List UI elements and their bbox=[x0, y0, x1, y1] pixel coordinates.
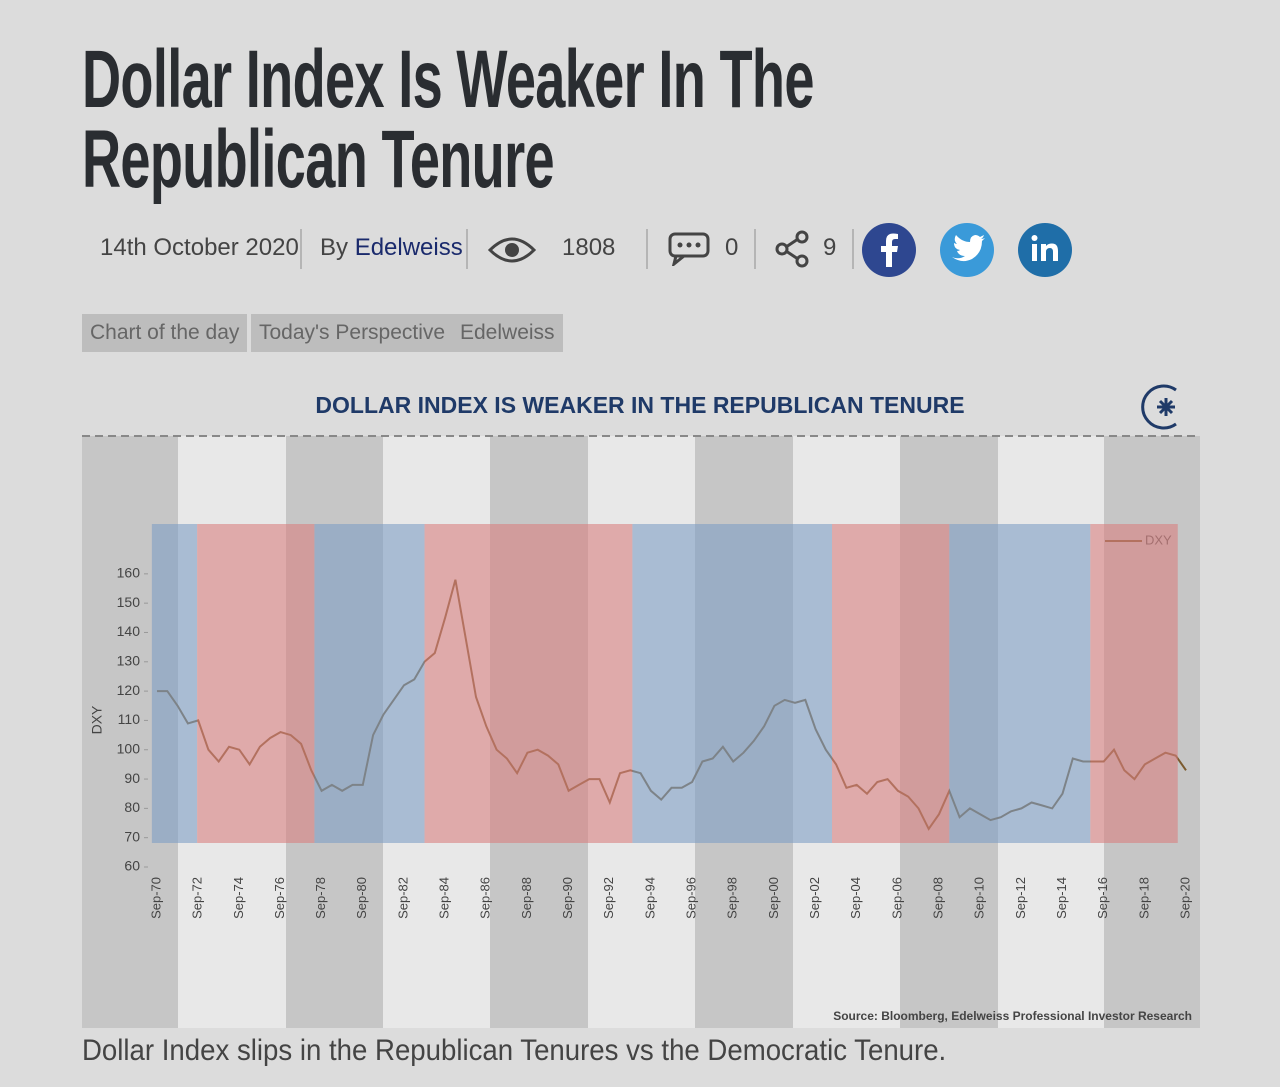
y-tick-label: 90 bbox=[124, 770, 140, 786]
x-tick-label: Sep-92 bbox=[601, 877, 616, 919]
y-axis-label: DXY bbox=[89, 705, 105, 734]
share-icon[interactable] bbox=[774, 230, 810, 268]
x-tick-label: Sep-04 bbox=[848, 877, 863, 919]
separator bbox=[754, 229, 756, 269]
tenure-region bbox=[832, 524, 950, 843]
tenure-region bbox=[314, 524, 425, 843]
logo bbox=[1141, 384, 1177, 430]
x-tick-label: Sep-78 bbox=[313, 877, 328, 919]
social-buttons bbox=[862, 223, 1072, 277]
tenure-region bbox=[632, 524, 833, 843]
x-tick-label: Sep-14 bbox=[1054, 877, 1069, 919]
x-tick-label: Sep-20 bbox=[1177, 877, 1192, 919]
twitter-button[interactable] bbox=[940, 223, 994, 277]
x-tick-label: Sep-84 bbox=[437, 877, 452, 919]
date: 14th October 2020 bbox=[100, 234, 299, 261]
x-tick-label: Sep-80 bbox=[354, 877, 369, 919]
x-tick-label: Sep-00 bbox=[766, 877, 781, 919]
views-icon bbox=[488, 237, 536, 263]
shares: 9 bbox=[823, 234, 837, 261]
y-tick-label: 100 bbox=[117, 740, 141, 756]
x-tick-label: Sep-82 bbox=[395, 877, 410, 919]
chart: DOLLAR INDEX IS WEAKER IN THE REPUBLICAN… bbox=[82, 384, 1200, 1028]
tenure-region bbox=[151, 524, 198, 843]
byline: By Edelweiss bbox=[320, 232, 463, 264]
article-title: Dollar Index Is Weaker In The Republican… bbox=[82, 34, 814, 205]
x-tick-label: Sep-02 bbox=[807, 877, 822, 919]
separator bbox=[646, 229, 648, 269]
x-tick-label: Sep-10 bbox=[972, 877, 987, 919]
separator bbox=[852, 229, 854, 269]
tenure-region bbox=[424, 524, 633, 843]
caption: Dollar Index slips in the Republican Ten… bbox=[82, 1034, 947, 1067]
tag[interactable]: Edelweiss bbox=[452, 314, 563, 352]
x-tick-label: Sep-94 bbox=[642, 877, 657, 919]
by: By bbox=[320, 234, 349, 261]
y-tick-label: 160 bbox=[117, 565, 141, 581]
facebook-button[interactable] bbox=[862, 223, 916, 277]
y-tick-label: 140 bbox=[117, 623, 141, 639]
comments: 0 bbox=[725, 234, 739, 261]
x-tick-label: Sep-76 bbox=[272, 877, 287, 919]
tenure-region bbox=[1090, 524, 1178, 843]
tag[interactable]: Chart of the day bbox=[82, 314, 248, 352]
tenure-region bbox=[197, 524, 315, 843]
source: Source: Bloomberg, Edelweiss Professiona… bbox=[833, 1009, 1192, 1023]
x-tick-label: Sep-88 bbox=[519, 877, 534, 919]
chart-title: DOLLAR INDEX IS WEAKER IN THE REPUBLICAN… bbox=[315, 392, 964, 418]
x-tick-label: Sep-86 bbox=[478, 877, 493, 919]
y-tick-label: 110 bbox=[118, 711, 141, 727]
comments-icon[interactable] bbox=[668, 232, 712, 266]
x-tick-label: Sep-16 bbox=[1095, 877, 1110, 919]
y-tick-label: 70 bbox=[124, 828, 140, 844]
x-tick-label: Sep-96 bbox=[684, 877, 699, 919]
tenure-region bbox=[949, 524, 1091, 843]
x-tick-label: Sep-70 bbox=[148, 877, 163, 919]
y-tick-label: 130 bbox=[117, 652, 141, 668]
tag[interactable]: Today's Perspective bbox=[251, 314, 454, 352]
author[interactable]: Edelweiss bbox=[354, 234, 463, 261]
linkedin-button[interactable] bbox=[1018, 223, 1072, 277]
x-tick-label: Sep-06 bbox=[889, 877, 904, 919]
separator bbox=[300, 229, 302, 269]
y-tick-label: 150 bbox=[117, 594, 141, 610]
y-tick-label: 80 bbox=[124, 799, 140, 815]
y-tick-label: 60 bbox=[124, 858, 140, 874]
y-tick-label: 120 bbox=[117, 682, 141, 698]
separator bbox=[466, 229, 468, 269]
x-tick-label: Sep-90 bbox=[560, 877, 575, 919]
x-tick-label: Sep-08 bbox=[930, 877, 945, 919]
x-tick-label: Sep-74 bbox=[231, 877, 246, 919]
x-tick-label: Sep-18 bbox=[1136, 877, 1151, 919]
x-tick-label: Sep-12 bbox=[1013, 877, 1028, 919]
x-tick-label: Sep-98 bbox=[725, 877, 740, 919]
x-tick-label: Sep-72 bbox=[190, 877, 205, 919]
views: 1808 bbox=[562, 234, 616, 261]
